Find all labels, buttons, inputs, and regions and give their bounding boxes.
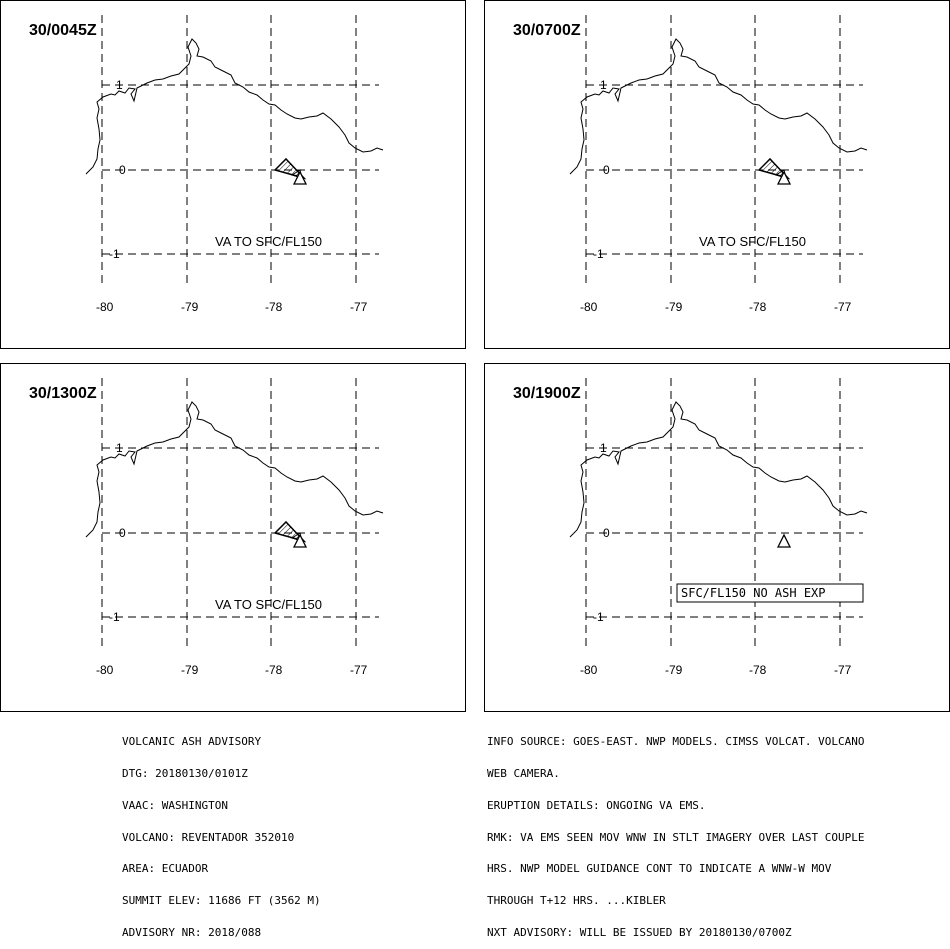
longitude-tick-label: -80 xyxy=(580,300,598,314)
longitude-tick-label: -79 xyxy=(665,663,683,677)
latitude-tick-label: 1 xyxy=(600,441,607,455)
no-ash-label-box: SFC/FL150 NO ASH EXP xyxy=(676,583,864,603)
latitude-tick-label: 0 xyxy=(603,163,610,177)
map-panel: 30/0045Z -80 -79 -78 -77 1 0 -1 VA TO SFC/FL150 xyxy=(0,0,466,349)
advisory-line: AREA: ECUADOR xyxy=(122,862,209,876)
longitude-tick-label: -80 xyxy=(580,663,598,677)
map-svg: 30/1900Z -80 -79 -78 -77 1 0 -1 SFC/FL150 NO ASH… xyxy=(513,378,868,677)
longitude-tick-label: -78 xyxy=(749,300,767,314)
longitude-tick-label: -79 xyxy=(665,300,683,314)
map-panel: 30/1300Z -80 -79 -78 -77 1 0 -1 VA TO SFC/FL150 xyxy=(0,363,466,712)
volcano-triangle-icon xyxy=(292,533,308,548)
coastline xyxy=(85,401,384,538)
longitude-tick-label: -79 xyxy=(181,663,199,677)
longitude-tick-label: -80 xyxy=(96,663,114,677)
volcano-triangle-icon xyxy=(292,170,308,185)
panel-time-title: 30/1900Z xyxy=(513,385,581,402)
latitude-tick-label: 0 xyxy=(119,526,126,540)
volcano-triangle-icon xyxy=(776,170,792,185)
coastline xyxy=(569,38,868,175)
longitude-tick-label: -77 xyxy=(834,663,852,677)
no-ash-label: SFC/FL150 NO ASH EXP xyxy=(681,586,826,600)
advisory-line: INFO SOURCE: GOES-EAST. NWP MODELS. CIMS… xyxy=(487,735,865,749)
advisory-line: DTG: 20180130/0101Z xyxy=(122,766,248,780)
map-svg: 30/0045Z -80 -79 -78 -77 1 0 -1 VA TO SFC/FL150 xyxy=(29,15,384,314)
advisory-line: SUMMIT ELEV: 11686 FT (3562 M) xyxy=(122,894,321,908)
map-panel: 30/0700Z -80 -79 -78 -77 1 0 -1 VA TO SFC/FL150 xyxy=(484,0,950,349)
longitude-tick-label: -77 xyxy=(350,300,368,314)
advisory-line: NXT ADVISORY: WILL BE ISSUED BY 20180130… xyxy=(487,925,792,939)
coastline xyxy=(569,401,868,538)
advisory-line: VOLCANIC ASH ADVISORY xyxy=(122,735,262,749)
longitude-tick-label: -78 xyxy=(265,663,283,677)
panel-time-title: 30/0700Z xyxy=(513,22,581,39)
longitude-tick-label: -80 xyxy=(96,300,114,314)
longitude-tick-label: -78 xyxy=(749,663,767,677)
advisory-line: ERUPTION DETAILS: ONGOING VA EMS. xyxy=(487,798,706,812)
longitude-tick-label: -77 xyxy=(350,663,368,677)
longitude-tick-label: -77 xyxy=(834,300,852,314)
ash-level-label: VA TO SFC/FL150 xyxy=(215,597,322,612)
latitude-tick-label: 1 xyxy=(116,78,123,92)
advisory-line: RMK: VA EMS SEEN MOV WNW IN STLT IMAGERY… xyxy=(487,830,865,844)
latitude-tick-label: 1 xyxy=(116,441,123,455)
map-svg: 30/0700Z -80 -79 -78 -77 1 0 -1 VA TO SFC/FL150 xyxy=(513,15,868,314)
latitude-tick-label: -1 xyxy=(593,247,604,261)
map-panel: 30/1900Z -80 -79 -78 -77 1 0 -1 SFC/FL150 NO ASH… xyxy=(484,363,950,712)
advisory-line: ADVISORY NR: 2018/088 xyxy=(122,925,262,939)
latitude-tick-label: -1 xyxy=(109,247,120,261)
longitude-tick-label: -78 xyxy=(265,300,283,314)
ash-level-label: VA TO SFC/FL150 xyxy=(699,234,806,249)
advisory-line: THROUGH T+12 HRS. ...KIBLER xyxy=(487,894,666,908)
latitude-tick-label: -1 xyxy=(593,610,604,624)
volcano-triangle-icon xyxy=(776,533,792,548)
ash-level-label: VA TO SFC/FL150 xyxy=(215,234,322,249)
latitude-tick-label: 1 xyxy=(600,78,607,92)
latitude-tick-label: -1 xyxy=(109,610,120,624)
map-svg: 30/1300Z -80 -79 -78 -77 1 0 -1 VA TO SFC/FL150 xyxy=(29,378,384,677)
coastline xyxy=(85,38,384,175)
advisory-right-text: INFO SOURCE: GOES-EAST. NWP MODELS. CIMS… xyxy=(487,716,865,949)
latitude-tick-label: 0 xyxy=(603,526,610,540)
advisory-line: VOLCANO: REVENTADOR 352010 xyxy=(122,830,295,844)
longitude-tick-label: -79 xyxy=(181,300,199,314)
advisory-line: HRS. NWP MODEL GUIDANCE CONT TO INDICATE… xyxy=(487,862,832,876)
panel-time-title: 30/0045Z xyxy=(29,22,97,39)
latitude-tick-label: 0 xyxy=(119,163,126,177)
advisory-line: VAAC: WASHINGTON xyxy=(122,798,228,812)
advisory-left-text: VOLCANIC ASH ADVISORY DTG: 20180130/0101… xyxy=(122,716,321,949)
panel-time-title: 30/1300Z xyxy=(29,385,97,402)
advisory-line: WEB CAMERA. xyxy=(487,766,560,780)
